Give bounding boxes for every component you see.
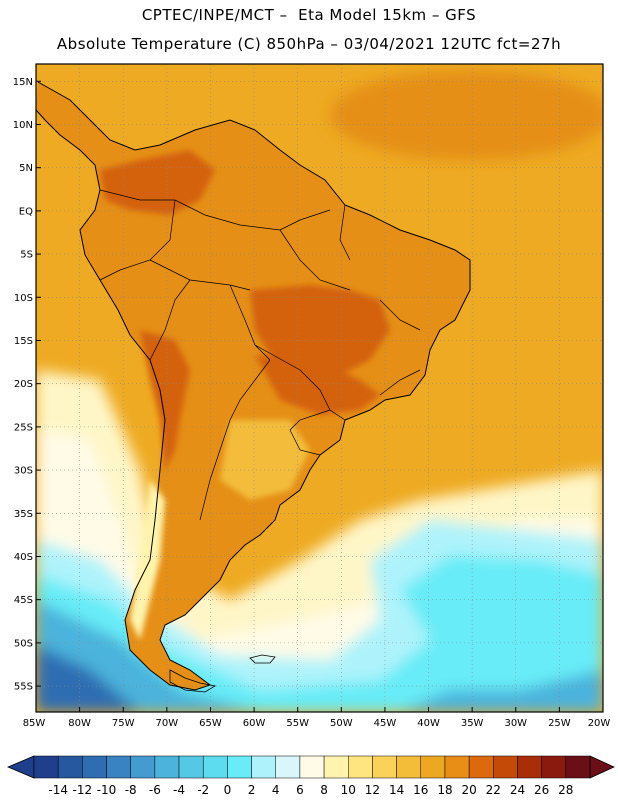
- lat-tick-label: 10N: [13, 120, 33, 131]
- lon-tick-label: 50W: [330, 718, 353, 729]
- colorbar-high-arrow: [589, 755, 615, 779]
- colorbar-label: 0: [224, 783, 232, 797]
- coastline: [36, 81, 471, 691]
- lat-tick-label: 55S: [14, 682, 33, 693]
- colorbar-label: -8: [125, 783, 137, 797]
- lon-tick-label: 70W: [156, 718, 179, 729]
- blue-dark-region: [36, 645, 140, 712]
- tierra-del-fuego: [169, 669, 217, 693]
- country-borders: [99, 189, 421, 521]
- lon-tick-label: 75W: [112, 718, 135, 729]
- colorbar-swatch: [130, 755, 156, 779]
- lon-tick-label: 20W: [588, 718, 611, 729]
- ocean-hot-region: [330, 70, 603, 160]
- colorbar-label: 24: [510, 783, 525, 797]
- colorbar-swatch: [202, 755, 228, 779]
- colorbar-label: -6: [149, 783, 161, 797]
- lat-tick-label: 10S: [14, 293, 33, 304]
- lon-tick-label: 60W: [243, 718, 266, 729]
- lat-tick-label: 45S: [14, 595, 33, 606]
- lon-tick-label: 55W: [286, 718, 309, 729]
- colorbar-label: 18: [437, 783, 452, 797]
- lat-tick-label: 40S: [14, 552, 33, 563]
- colorbar-swatch: [420, 755, 446, 779]
- lat-tick-label: 15S: [14, 336, 33, 347]
- colorbar-label: 20: [461, 783, 476, 797]
- lon-tick-label: 65W: [199, 718, 222, 729]
- colorbar-swatch: [227, 755, 252, 779]
- colorbar-swatch: [33, 755, 59, 779]
- colorbar-swatch: [178, 755, 204, 779]
- colorbar-label: -2: [197, 783, 209, 797]
- colorbar-label: 14: [389, 783, 404, 797]
- colorbar-swatch: [468, 755, 494, 779]
- lon-tick-label: 35W: [461, 718, 484, 729]
- falkland-islands: [249, 654, 276, 664]
- lon-tick-label: 40W: [417, 718, 440, 729]
- colorbar-swatch: [275, 755, 301, 779]
- colorbar-low-arrow: [6, 755, 35, 779]
- lat-tick-label: 25S: [14, 422, 33, 433]
- lat-tick-label: EQ: [19, 206, 33, 217]
- colorbar-swatch: [251, 755, 276, 779]
- colorbar-label: -14: [48, 783, 68, 797]
- graticule: [36, 64, 603, 712]
- land-hot-pantanal: [255, 355, 380, 415]
- land-hot-central-brazil: [250, 285, 390, 375]
- lat-tick-label: 15N: [13, 77, 33, 88]
- lat-tick-label: 30S: [14, 466, 33, 477]
- colorbar-swatch: [493, 755, 518, 779]
- blue-mid-region-east: [400, 670, 603, 712]
- chart-subtitle: Absolute Temperature (C) 850hPa – 03/04/…: [56, 35, 562, 53]
- lon-tick-label: 45W: [374, 718, 397, 729]
- colorbar-swatch: [57, 755, 83, 779]
- colorbar-label: 16: [413, 783, 428, 797]
- colorbar-label: 26: [534, 783, 549, 797]
- colorbar-swatch: [299, 755, 325, 779]
- plot-frame: [35, 63, 604, 713]
- colorbar-label: 12: [365, 783, 380, 797]
- colorbar-label: 22: [486, 783, 501, 797]
- temperature-field: [36, 64, 603, 712]
- colorbar-label: -10: [97, 783, 117, 797]
- colorbar-label: -12: [73, 783, 93, 797]
- colorbar-label: 2: [248, 783, 256, 797]
- lat-tick-label: 20S: [14, 379, 33, 390]
- colorbar: -14 -12 -10 -8 -6 -4 -2 0 2 4 6 8 10 12 14 16 18 20 22 24 26…: [6, 755, 615, 797]
- colorbar-swatch: [444, 755, 470, 779]
- lon-tick-label: 25W: [548, 718, 571, 729]
- colorbar-swatch: [565, 755, 591, 779]
- colorbar-label: 6: [296, 783, 304, 797]
- lat-tick-label: 5N: [19, 163, 33, 174]
- colorbar-swatch: [323, 755, 349, 779]
- colorbar-swatch: [541, 755, 567, 779]
- map-axes: 15N 10N 5N EQ 5S 10S 15S 20S 25S 30S 35S 40S 45S 50S 5…: [13, 77, 611, 729]
- colorbar-swatch: [372, 755, 397, 779]
- colorbar-swatch: [517, 755, 542, 779]
- colorbar-label: -4: [173, 783, 185, 797]
- colorbar-swatch: [396, 755, 422, 779]
- land-hot-north: [100, 150, 215, 215]
- colorbar-label: 4: [272, 783, 280, 797]
- colorbar-swatch: [154, 755, 180, 779]
- chart-title: CPTEC/INPE/MCT – Eta Model 15km – GFS: [141, 6, 477, 24]
- colorbar-label: 28: [558, 783, 573, 797]
- lon-tick-label: 85W: [23, 718, 46, 729]
- colorbar-label: 8: [320, 783, 328, 797]
- colorbar-swatch: [348, 755, 373, 779]
- lat-tick-label: 5S: [20, 250, 33, 261]
- lat-tick-label: 50S: [14, 638, 33, 649]
- lon-tick-label: 80W: [68, 718, 91, 729]
- south-america-landmass: [36, 82, 470, 690]
- land-cool-plains: [220, 420, 310, 500]
- land-hot-andes-east: [140, 330, 190, 470]
- colorbar-label: 10: [341, 783, 356, 797]
- lat-tick-label: 35S: [14, 509, 33, 520]
- lon-tick-label: 30W: [504, 718, 527, 729]
- colorbar-swatch: [82, 755, 107, 779]
- colorbar-swatch: [106, 755, 131, 779]
- andes-cold-region: [130, 480, 165, 640]
